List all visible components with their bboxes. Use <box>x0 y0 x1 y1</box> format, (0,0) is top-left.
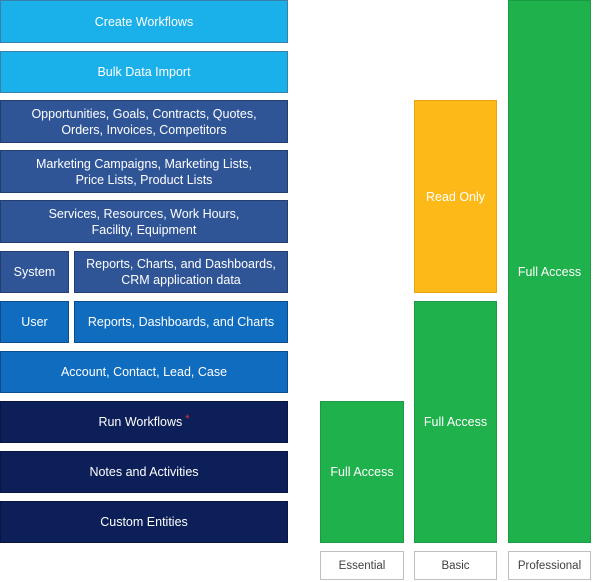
basic-read-only-bar: Read Only <box>414 100 497 293</box>
basic-read-only-label: Read Only <box>425 189 486 204</box>
tier-professional-label: Professional <box>517 559 582 572</box>
tier-essential-label: Essential <box>338 559 386 572</box>
feature-services-line2: Facility, Equipment <box>91 222 197 237</box>
feature-user-reports: Reports, Dashboards, and Charts <box>74 301 288 343</box>
feature-run-workflows-asterisk: * <box>185 413 190 425</box>
feature-marketing-line2: Price Lists, Product Lists <box>75 172 213 187</box>
tier-basic-label: Basic <box>441 559 470 572</box>
feature-run-workflows: Run Workflows * <box>0 401 288 443</box>
basic-full-access-label: Full Access <box>423 415 488 429</box>
feature-custom-entities-label: Custom Entities <box>100 515 188 529</box>
feature-bulk-data-import-label: Bulk Data Import <box>97 65 191 79</box>
feature-system-label-text: System <box>13 265 56 279</box>
feature-bulk-data-import: Bulk Data Import <box>0 51 288 93</box>
feature-create-workflows: Create Workflows <box>0 0 288 43</box>
tier-basic: Basic <box>414 551 497 580</box>
professional-full-access-bar: Full Access <box>508 0 591 543</box>
feature-marketing-line1: Marketing Campaigns, Marketing Lists, <box>35 156 253 171</box>
feature-user-label: User <box>0 301 69 343</box>
feature-system-reports-line2: CRM application data <box>121 273 241 287</box>
feature-system-reports: Reports, Charts, and Dashboards, CRM app… <box>74 251 288 293</box>
feature-create-workflows-label: Create Workflows <box>94 14 194 29</box>
feature-opportunities-line1: Opportunities, Goals, Contracts, Quotes, <box>31 106 257 121</box>
feature-services-line1: Services, Resources, Work Hours, <box>48 206 240 221</box>
essential-full-access-label: Full Access <box>330 465 394 479</box>
feature-opportunities-line2: Orders, Invoices, Competitors <box>61 122 227 137</box>
feature-account-contact: Account, Contact, Lead, Case <box>0 351 288 393</box>
essential-full-access-bar: Full Access <box>320 401 404 543</box>
feature-notes-activities: Notes and Activities <box>0 451 288 493</box>
professional-full-access-label: Full Access <box>517 264 582 279</box>
tier-professional: Professional <box>508 551 591 580</box>
feature-services: Services, Resources, Work Hours, Facilit… <box>0 200 288 243</box>
feature-account-contact-label: Account, Contact, Lead, Case <box>60 365 228 379</box>
feature-opportunities: Opportunities, Goals, Contracts, Quotes,… <box>0 100 288 143</box>
basic-full-access-bar: Full Access <box>414 301 497 543</box>
tier-essential: Essential <box>320 551 404 580</box>
feature-user-label-text: User <box>21 315 48 329</box>
feature-custom-entities: Custom Entities <box>0 501 288 543</box>
feature-system-label: System <box>0 251 69 293</box>
feature-marketing: Marketing Campaigns, Marketing Lists, Pr… <box>0 150 288 193</box>
feature-user-reports-label: Reports, Dashboards, and Charts <box>87 315 275 329</box>
feature-system-reports-line1: Reports, Charts, and Dashboards, <box>86 257 276 271</box>
feature-notes-activities-label: Notes and Activities <box>89 465 199 479</box>
feature-run-workflows-label: Run Workflows <box>98 415 183 429</box>
